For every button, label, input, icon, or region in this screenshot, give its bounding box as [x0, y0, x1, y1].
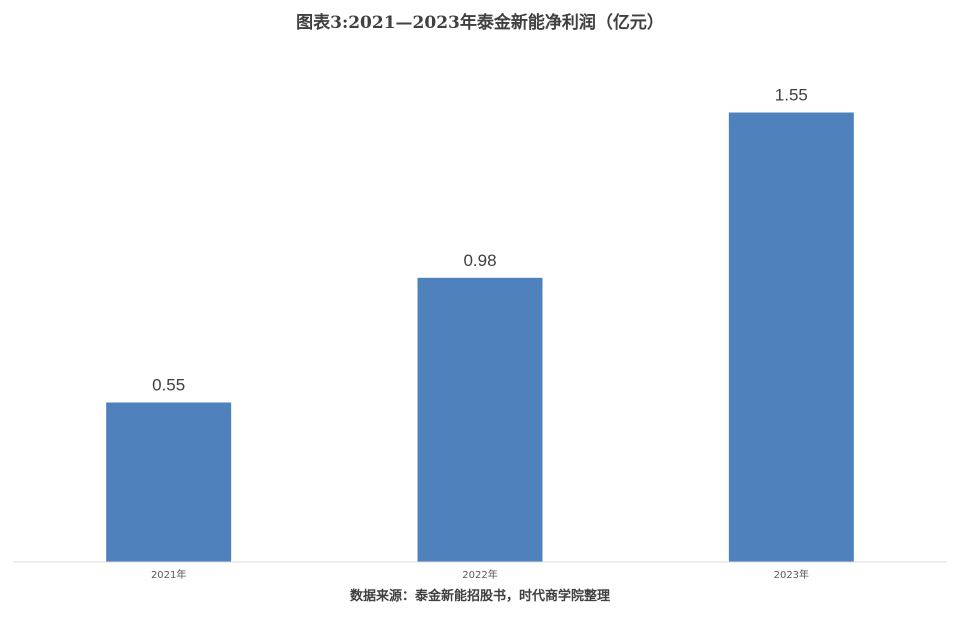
x-tick-label-1: 2022年: [462, 568, 497, 581]
chart-title: 图表3:2021—2023年泰金新能净利润（亿元）: [296, 13, 664, 33]
x-tick-label-0: 2021年: [151, 568, 186, 581]
data-label-2: 1.55: [775, 86, 808, 105]
data-label-0: 0.55: [152, 376, 185, 395]
x-tick-label-2: 2023年: [774, 568, 809, 581]
bar-2: [728, 112, 854, 562]
bar-1: [417, 277, 543, 562]
source-note: 数据来源：泰金新能招股书，时代商学院整理: [349, 589, 610, 604]
data-label-1: 0.98: [463, 251, 496, 270]
bar-0: [106, 402, 232, 562]
